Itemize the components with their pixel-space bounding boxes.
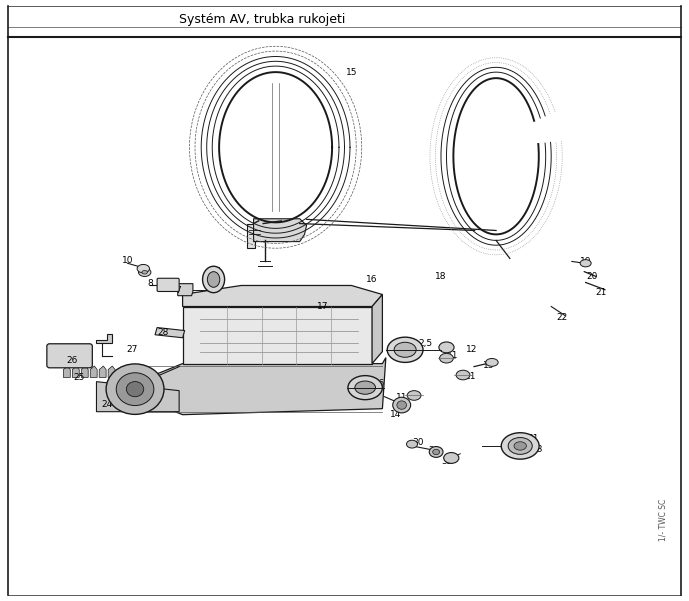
Text: 33: 33 — [532, 445, 543, 454]
Text: 19: 19 — [580, 257, 591, 266]
Text: 13: 13 — [484, 361, 495, 370]
Polygon shape — [63, 366, 70, 377]
Polygon shape — [178, 284, 193, 296]
Text: 3,6: 3,6 — [371, 379, 384, 388]
Text: 21: 21 — [595, 288, 606, 296]
Text: 15: 15 — [346, 68, 357, 76]
Text: 9: 9 — [140, 264, 145, 273]
Ellipse shape — [142, 270, 147, 274]
Ellipse shape — [138, 268, 151, 276]
Text: 17: 17 — [317, 302, 328, 311]
Polygon shape — [96, 334, 112, 343]
Polygon shape — [108, 366, 115, 377]
Polygon shape — [254, 219, 307, 242]
Text: 1,4: 1,4 — [208, 267, 222, 276]
Polygon shape — [99, 366, 106, 377]
Ellipse shape — [106, 364, 164, 415]
Ellipse shape — [429, 447, 443, 457]
Text: 14: 14 — [390, 410, 401, 419]
Polygon shape — [138, 358, 386, 415]
Polygon shape — [247, 224, 263, 248]
Polygon shape — [96, 382, 179, 412]
Polygon shape — [81, 366, 88, 377]
Text: 20: 20 — [587, 272, 598, 281]
Text: 31: 31 — [527, 435, 538, 443]
Text: 24: 24 — [101, 400, 112, 409]
Ellipse shape — [433, 450, 440, 454]
Ellipse shape — [348, 376, 382, 400]
Text: 11: 11 — [465, 372, 476, 380]
Ellipse shape — [394, 343, 416, 357]
Text: 11: 11 — [447, 352, 458, 360]
Polygon shape — [183, 307, 372, 364]
FancyBboxPatch shape — [157, 278, 179, 291]
FancyBboxPatch shape — [47, 344, 92, 368]
Text: 18: 18 — [435, 272, 446, 281]
Ellipse shape — [126, 382, 144, 397]
Text: 29: 29 — [429, 447, 440, 455]
Ellipse shape — [393, 397, 411, 413]
Text: 28: 28 — [158, 328, 169, 337]
Ellipse shape — [407, 440, 418, 448]
Polygon shape — [72, 366, 79, 377]
Text: 10: 10 — [122, 257, 133, 265]
Text: 26: 26 — [67, 356, 78, 365]
Ellipse shape — [502, 433, 539, 459]
Text: 12: 12 — [466, 346, 477, 354]
Text: 22: 22 — [556, 313, 567, 322]
Ellipse shape — [439, 342, 454, 353]
Text: 11: 11 — [396, 394, 407, 402]
Ellipse shape — [486, 358, 498, 366]
Text: 27: 27 — [127, 346, 138, 354]
Ellipse shape — [203, 266, 225, 293]
Polygon shape — [90, 366, 97, 377]
Polygon shape — [183, 285, 382, 307]
Ellipse shape — [456, 370, 470, 380]
Text: 7: 7 — [175, 287, 181, 295]
Text: 8: 8 — [147, 279, 153, 288]
Ellipse shape — [407, 391, 421, 400]
Ellipse shape — [580, 260, 591, 267]
Ellipse shape — [355, 381, 376, 394]
Ellipse shape — [514, 442, 526, 450]
Polygon shape — [372, 294, 382, 364]
Text: 16: 16 — [367, 275, 378, 284]
Ellipse shape — [397, 401, 407, 409]
Text: 1/- TWC SC: 1/- TWC SC — [658, 499, 668, 541]
Polygon shape — [155, 328, 185, 338]
Ellipse shape — [116, 373, 154, 406]
Ellipse shape — [137, 264, 150, 273]
Text: 25: 25 — [74, 373, 85, 382]
Ellipse shape — [207, 272, 220, 287]
Text: Systém AV, trubka rukojeti: Systém AV, trubka rukojeti — [179, 13, 345, 26]
Text: 23: 23 — [143, 376, 154, 385]
Ellipse shape — [508, 438, 533, 454]
Ellipse shape — [387, 337, 423, 362]
Text: 30: 30 — [413, 438, 424, 447]
Text: 32: 32 — [441, 457, 452, 466]
Ellipse shape — [444, 453, 459, 463]
Text: 2,5: 2,5 — [419, 340, 433, 348]
Ellipse shape — [440, 353, 453, 363]
